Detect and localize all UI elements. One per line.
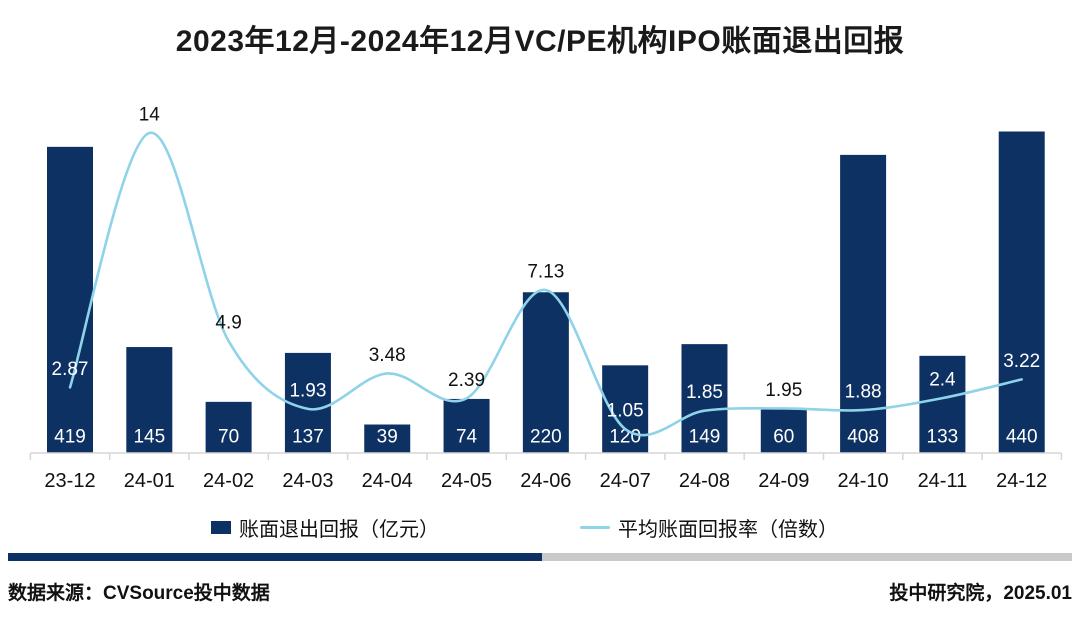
footer: 数据来源：CVSource投中数据 投中研究院，2025.01 (8, 578, 1072, 605)
chart-svg: 419 145 70 137 39 74 220 120 149 60 408 133 440 23-12… (29, 105, 1063, 492)
legend-line-label: 平均账面回报率（倍数） (618, 518, 838, 541)
bar-value-label-24-01: 145 (133, 427, 165, 448)
x-tick-label-24-07: 24-07 (600, 470, 651, 492)
bar-value-label-24-11: 133 (927, 427, 959, 448)
footer-divider (8, 553, 1072, 561)
ratio-label-24-06: 7.13 (527, 262, 564, 283)
ratio-label-24-07: 1.05 (607, 401, 644, 422)
ratio-label-24-05: 2.39 (448, 370, 485, 391)
footer-divider-left (8, 553, 542, 561)
legend: 账面退出回报（亿元） 平均账面回报率（倍数） (0, 514, 1080, 541)
ratio-line (68, 131, 1024, 437)
bar-24-12 (998, 131, 1045, 453)
bar-24-04 (364, 424, 411, 453)
x-tick-label-24-09: 24-09 (758, 470, 809, 492)
bar-value-label-24-12: 440 (1006, 427, 1038, 448)
legend-item-bars: 账面退出回报（亿元） (211, 514, 439, 541)
x-tick-label-23-12: 23-12 (44, 470, 95, 492)
bar-value-label-24-10: 408 (847, 427, 879, 448)
ratio-label-24-10: 1.88 (845, 382, 882, 403)
x-tick-label-24-11: 24-11 (918, 470, 968, 492)
publisher-text: 投中研究院，2025.01 (889, 583, 1072, 604)
ratio-label-24-12: 3.22 (1003, 351, 1040, 372)
legend-bar-label: 账面退出回报（亿元） (239, 518, 439, 541)
bar-24-01 (126, 347, 173, 453)
bar-value-label-24-02: 70 (218, 427, 239, 448)
x-tick-label-24-03: 24-03 (282, 470, 333, 492)
chart-title: 2023年12月-2024年12月VC/PE机构IPO账面退出回报 (175, 25, 905, 58)
legend-item-line: 平均账面回报率（倍数） (580, 514, 838, 541)
ratio-label-24-08: 1.85 (686, 382, 723, 403)
bar-24-05 (443, 398, 490, 453)
bar-value-label-24-09: 60 (773, 427, 794, 448)
x-tick-label-24-04: 24-04 (362, 470, 413, 492)
bar-24-08 (681, 344, 728, 453)
bar-value-label-24-04: 39 (377, 427, 398, 448)
bar-24-10 (840, 154, 887, 453)
bar-value-label-24-08: 149 (689, 427, 721, 448)
bar-24-06 (522, 292, 569, 453)
footer-divider-right (542, 553, 1072, 561)
x-tick-label-24-08: 24-08 (679, 470, 730, 492)
data-source-text: 数据来源：CVSource投中数据 (8, 583, 270, 604)
ratio-label-24-11: 2.4 (929, 370, 956, 391)
x-tick-label-24-06: 24-06 (520, 470, 571, 492)
ratio-label-23-12: 2.87 (52, 359, 89, 380)
bar-value-label-24-06: 220 (530, 427, 562, 448)
ratio-label-24-04: 3.48 (369, 345, 406, 366)
bar-value-label-24-03: 137 (292, 427, 324, 448)
bar-23-12 (47, 146, 93, 454)
bar-24-11 (919, 355, 966, 453)
ratio-label-24-03: 1.93 (289, 380, 326, 401)
ratio-label-24-01: 14 (139, 105, 161, 126)
bar-series-swatch-icon (211, 520, 231, 534)
x-tick-label-24-12: 24-12 (996, 470, 1047, 492)
x-tick-label-24-01: 24-01 (124, 470, 175, 492)
ratio-label-24-09: 1.95 (765, 380, 802, 401)
bar-24-02 (205, 401, 252, 453)
bar-value-label-23-12: 419 (54, 427, 86, 448)
bar-value-label-24-07: 120 (609, 427, 641, 448)
x-tick-label-24-05: 24-05 (441, 470, 492, 492)
ratio-label-24-02: 4.9 (215, 313, 241, 334)
line-series-swatch-icon (580, 525, 610, 529)
x-tick-label-24-10: 24-10 (838, 470, 889, 492)
x-tick-label-24-02: 24-02 (203, 470, 254, 492)
bar-value-label-24-05: 74 (456, 427, 478, 448)
bar-24-09 (760, 409, 807, 453)
